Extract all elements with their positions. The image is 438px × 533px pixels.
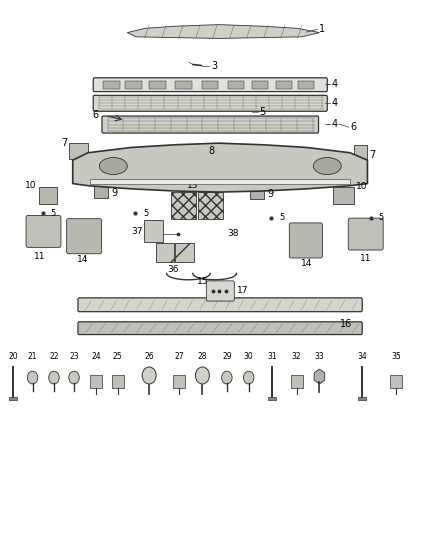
Text: 5: 5 <box>260 107 266 117</box>
Bar <box>90 375 102 388</box>
Text: 4: 4 <box>332 98 338 108</box>
Ellipse shape <box>99 158 127 174</box>
Bar <box>90 179 350 184</box>
Bar <box>358 397 366 400</box>
Text: 27: 27 <box>174 352 184 361</box>
Circle shape <box>195 367 209 384</box>
Text: 24: 24 <box>91 352 101 361</box>
Text: 13: 13 <box>187 181 198 190</box>
Circle shape <box>27 371 38 384</box>
Bar <box>251 186 265 199</box>
Text: 5: 5 <box>143 209 148 218</box>
FancyBboxPatch shape <box>26 215 61 247</box>
FancyBboxPatch shape <box>289 223 322 258</box>
FancyBboxPatch shape <box>93 78 327 92</box>
Text: 7: 7 <box>61 138 67 148</box>
Text: 35: 35 <box>391 352 401 361</box>
Text: 20: 20 <box>8 352 18 361</box>
Bar <box>144 220 163 241</box>
Bar <box>112 375 124 388</box>
Text: 37: 37 <box>131 228 143 237</box>
Text: 33: 33 <box>314 352 324 361</box>
Text: 22: 22 <box>49 352 59 361</box>
FancyBboxPatch shape <box>67 219 102 254</box>
FancyBboxPatch shape <box>102 116 318 133</box>
Bar <box>201 82 218 89</box>
Text: 29: 29 <box>222 352 232 361</box>
Text: 9: 9 <box>111 188 117 198</box>
Text: 38: 38 <box>228 229 239 238</box>
Text: 3: 3 <box>211 61 217 70</box>
Circle shape <box>142 367 156 384</box>
Bar <box>354 146 367 163</box>
Bar <box>228 82 244 89</box>
Bar <box>94 185 108 198</box>
Bar <box>103 82 120 89</box>
FancyBboxPatch shape <box>206 281 234 301</box>
Polygon shape <box>73 143 367 192</box>
Bar <box>390 375 402 388</box>
Text: 5: 5 <box>279 213 285 222</box>
Bar <box>297 82 314 89</box>
Bar <box>268 397 276 400</box>
FancyBboxPatch shape <box>78 298 362 312</box>
Text: 36: 36 <box>167 265 179 274</box>
Text: 4: 4 <box>332 79 338 89</box>
Bar <box>156 243 174 262</box>
Ellipse shape <box>313 158 341 174</box>
Text: 15: 15 <box>197 277 208 286</box>
Bar <box>149 82 166 89</box>
Text: 14: 14 <box>300 259 312 268</box>
Bar <box>39 187 57 204</box>
Text: 5: 5 <box>50 209 56 218</box>
Text: 9: 9 <box>267 189 273 199</box>
Text: 11: 11 <box>360 254 371 263</box>
Text: 31: 31 <box>268 352 277 361</box>
Bar <box>173 375 185 388</box>
Bar <box>290 375 303 388</box>
Bar <box>276 82 292 89</box>
FancyBboxPatch shape <box>348 218 383 250</box>
Bar <box>175 82 192 89</box>
Circle shape <box>69 371 79 384</box>
Circle shape <box>222 371 232 384</box>
FancyBboxPatch shape <box>93 95 327 111</box>
Text: 26: 26 <box>145 352 154 361</box>
Bar <box>69 143 88 159</box>
Text: 23: 23 <box>69 352 79 361</box>
Circle shape <box>49 371 59 384</box>
Text: 6: 6 <box>93 110 99 120</box>
Bar <box>171 192 196 219</box>
Text: 10: 10 <box>356 182 367 191</box>
Bar <box>175 243 194 262</box>
Bar <box>252 82 268 89</box>
Text: 34: 34 <box>357 352 367 361</box>
Text: 6: 6 <box>350 122 356 132</box>
Text: 1: 1 <box>318 25 325 35</box>
Text: 7: 7 <box>369 150 375 160</box>
Text: 8: 8 <box>208 146 214 156</box>
Text: 32: 32 <box>292 352 301 361</box>
Text: 28: 28 <box>198 352 207 361</box>
Text: 14: 14 <box>77 255 88 264</box>
Text: 10: 10 <box>25 181 36 190</box>
Polygon shape <box>127 25 319 38</box>
FancyBboxPatch shape <box>78 322 362 335</box>
Text: 11: 11 <box>34 252 46 261</box>
Bar <box>333 187 354 204</box>
Text: 30: 30 <box>244 352 254 361</box>
Text: 5: 5 <box>379 213 384 222</box>
Circle shape <box>244 371 254 384</box>
Text: 16: 16 <box>340 319 353 329</box>
Text: 4: 4 <box>332 119 338 129</box>
Bar <box>9 397 17 400</box>
Bar <box>198 192 223 219</box>
Text: 17: 17 <box>237 286 248 295</box>
Text: 21: 21 <box>28 352 37 361</box>
Text: 25: 25 <box>113 352 123 361</box>
Bar <box>125 82 142 89</box>
